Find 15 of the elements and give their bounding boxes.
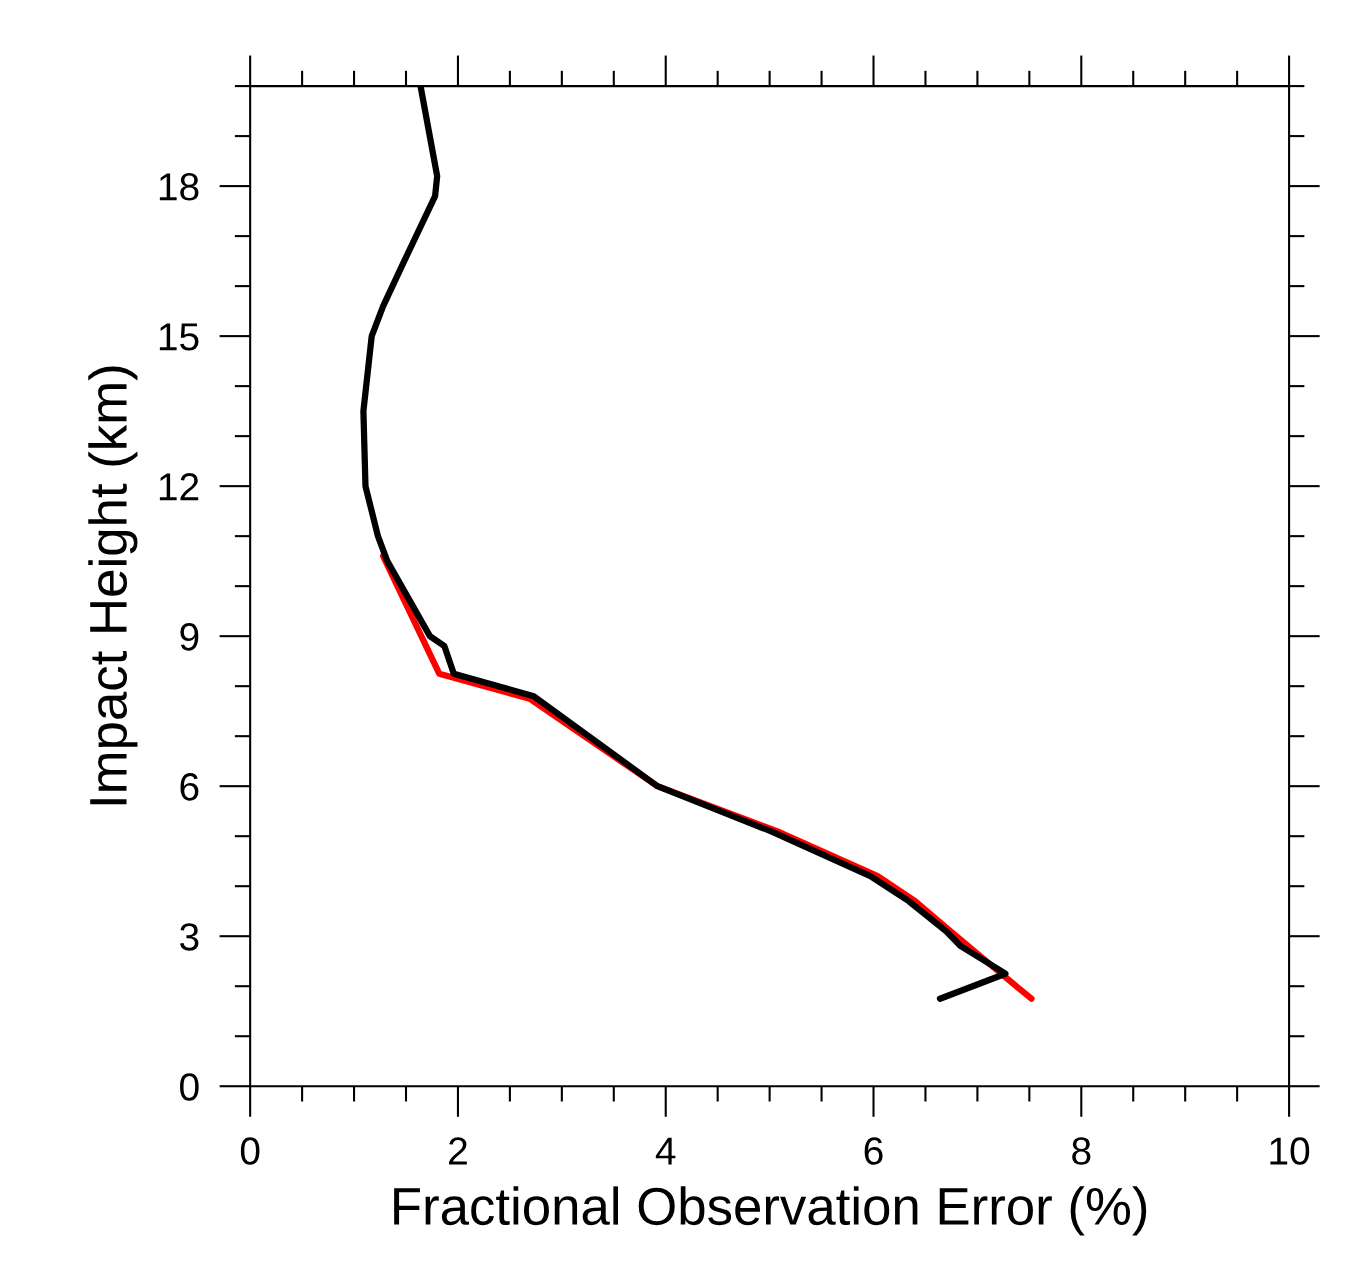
- x-tick-label: 0: [240, 1137, 260, 1165]
- x-axis-title: Fractional Observation Error (%): [394, 1186, 1147, 1236]
- y-tick-label: 0: [180, 1073, 199, 1101]
- x-tick-label: 4: [655, 1137, 676, 1165]
- y-tick-label: 6: [180, 773, 199, 801]
- x-tick-label: 8: [1072, 1137, 1091, 1165]
- y-tick-label: 18: [159, 173, 199, 201]
- y-tick-label: 12: [159, 473, 199, 501]
- y-tick-label: 9: [180, 623, 199, 651]
- y-tick-label: 15: [159, 323, 199, 351]
- x-tick-label: 6: [864, 1137, 883, 1165]
- x-tick-label: 10: [1270, 1137, 1310, 1165]
- x-tick-label: 2: [449, 1137, 467, 1165]
- y-tick-label: 3: [180, 923, 199, 951]
- y-axis-title: Impact Height (km): [88, 366, 138, 805]
